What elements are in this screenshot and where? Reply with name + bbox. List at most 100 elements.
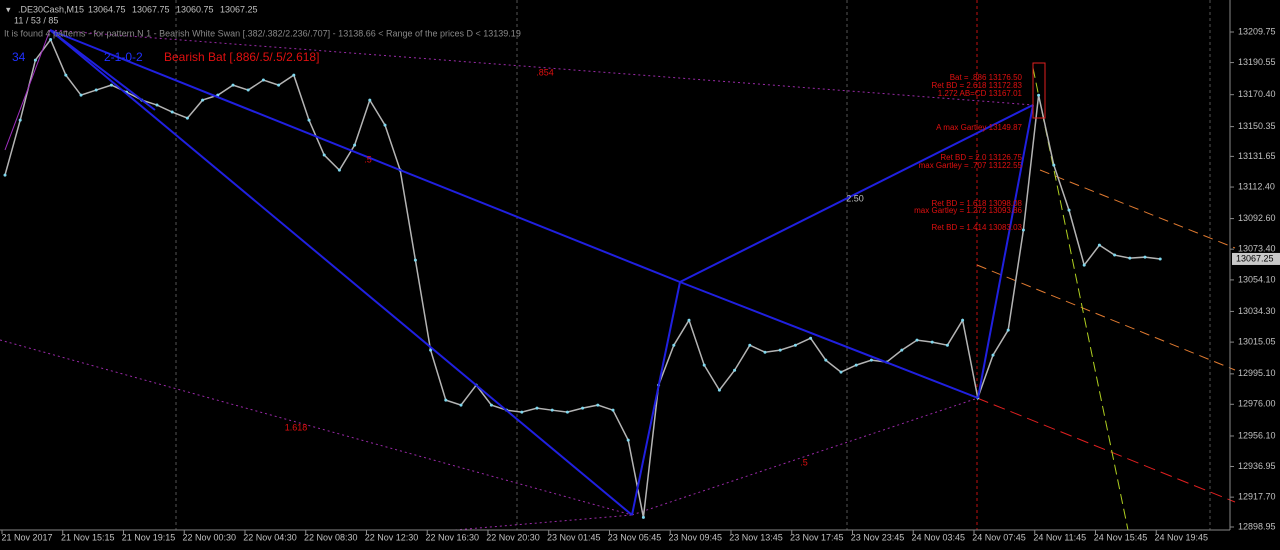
price-point: [869, 358, 873, 362]
ratio-label: .854: [536, 67, 554, 77]
price-point: [64, 73, 68, 77]
price-point: [915, 338, 919, 342]
price-point: [1143, 255, 1147, 259]
price-point: [991, 353, 995, 357]
price-point: [733, 368, 737, 372]
price-point: [261, 78, 265, 82]
current-price: 13067.25: [1236, 253, 1274, 263]
price-point: [854, 363, 858, 367]
price-point: [945, 343, 949, 347]
price-point: [413, 258, 417, 262]
price-point: [3, 173, 7, 177]
x-tick-label: 23 Nov 01:45: [547, 532, 601, 542]
price-point: [900, 348, 904, 352]
channel: [976, 169, 1236, 371]
series-layer: [3, 38, 1162, 519]
price-point: [550, 408, 554, 412]
level-label: max Gartley = 1.272 13093.86: [914, 206, 1022, 215]
price-point: [930, 340, 934, 344]
price-point: [809, 336, 813, 340]
price-point: [429, 348, 433, 352]
price-point: [778, 348, 782, 352]
price-point: [1097, 243, 1101, 247]
price-point: [565, 410, 569, 414]
level-label: Ret BD = 2.0 13126.75: [940, 153, 1022, 162]
price-point: [489, 403, 493, 407]
x-tick-label: 23 Nov 17:45: [790, 532, 844, 542]
price-point: [793, 343, 797, 347]
menu-arrow[interactable]: ▾: [6, 4, 11, 14]
d-box: [1032, 62, 1046, 119]
price-point: [535, 406, 539, 410]
price-box: [1232, 252, 1280, 265]
price-point: [444, 398, 448, 402]
y-tick-label: 13190.55: [1238, 57, 1276, 67]
price-point: [201, 98, 205, 102]
x-tick-label: 21 Nov 15:15: [61, 532, 115, 542]
ratio-label: 1.618: [285, 422, 308, 432]
y-tick-label: 13073.40: [1238, 244, 1276, 254]
x-tick-label: 23 Nov 05:45: [608, 532, 662, 542]
counter: 11 / 53 / 85: [14, 15, 58, 25]
level-label: max Gartley = .707 13122.55: [919, 161, 1023, 170]
y-tick-label: 13131.65: [1238, 151, 1276, 161]
price-point: [611, 408, 615, 412]
pattern-name: Bearish Bat [.886/.5/.5/2.618]: [164, 50, 319, 64]
price-point: [702, 363, 706, 367]
level-label: Ret BD = 1.414 13083.03: [931, 223, 1022, 232]
x-tick-label: 22 Nov 12:30: [365, 532, 419, 542]
ratio-label: .5: [800, 457, 808, 467]
price-point: [687, 318, 691, 322]
price-point: [246, 88, 250, 92]
price-point: [672, 343, 676, 347]
price-point: [1158, 257, 1162, 261]
x-tick-label: 21 Nov 19:15: [122, 532, 176, 542]
x-tick-label: 22 Nov 00:30: [182, 532, 236, 542]
pattern: [4, 29, 1034, 516]
level-label: Ret BD = 2.618 13172.83: [931, 81, 1022, 90]
x-tick-label: 24 Nov 11:45: [1033, 532, 1086, 542]
price-point: [353, 143, 357, 147]
x-tick-label: 24 Nov 19:45: [1154, 532, 1208, 542]
y-tick-label: 13150.35: [1238, 121, 1276, 131]
price-point: [641, 515, 645, 519]
price-point: [322, 153, 326, 157]
x-tick-label: 22 Nov 16:30: [425, 532, 479, 542]
channel-low: [976, 397, 1236, 503]
price-point: [368, 98, 372, 102]
y-tick-label: 13034.30: [1238, 306, 1276, 316]
price-point: [1113, 253, 1117, 257]
y-tick-label: 13170.40: [1238, 89, 1276, 99]
y-tick-label: 12956.10: [1238, 430, 1276, 440]
price-point: [185, 116, 189, 120]
price-point: [824, 358, 828, 362]
x-tick-label: 22 Nov 20:30: [486, 532, 540, 542]
info: It is found 4 patterns - for pattern N 1…: [4, 28, 521, 38]
x-tick-label: 24 Nov 15:45: [1094, 532, 1148, 542]
price-point: [1128, 256, 1132, 260]
price-point: [961, 318, 965, 322]
x-tick-label: 22 Nov 08:30: [304, 532, 358, 542]
level-label: A max Gartley 13149.87: [936, 123, 1022, 132]
header-value: 13064.75: [88, 4, 126, 14]
price-point: [763, 350, 767, 354]
y-tick-label: 12898.95: [1238, 521, 1276, 531]
price-point: [18, 118, 22, 122]
separators: [175, 0, 1211, 530]
level-label: Ret BD = 1.618 13098.08: [931, 199, 1022, 208]
price-point: [155, 103, 159, 107]
symbol: .DE30Cash,M15: [18, 4, 84, 14]
price-point: [383, 123, 387, 127]
price-point: [1021, 228, 1025, 232]
y-tick-label: 12917.70: [1238, 492, 1276, 502]
y-tick-label: 12976.00: [1238, 399, 1276, 409]
ratio-label: .5: [364, 154, 372, 164]
price-point: [839, 370, 843, 374]
header-value: 13067.75: [132, 4, 170, 14]
header-value: 13060.75: [176, 4, 214, 14]
x-tick-label: 23 Nov 09:45: [668, 532, 722, 542]
price-point: [109, 83, 113, 87]
price-point: [1082, 263, 1086, 267]
y-tick-label: 12995.10: [1238, 368, 1276, 378]
x-tick-label: 23 Nov 23:45: [851, 532, 905, 542]
